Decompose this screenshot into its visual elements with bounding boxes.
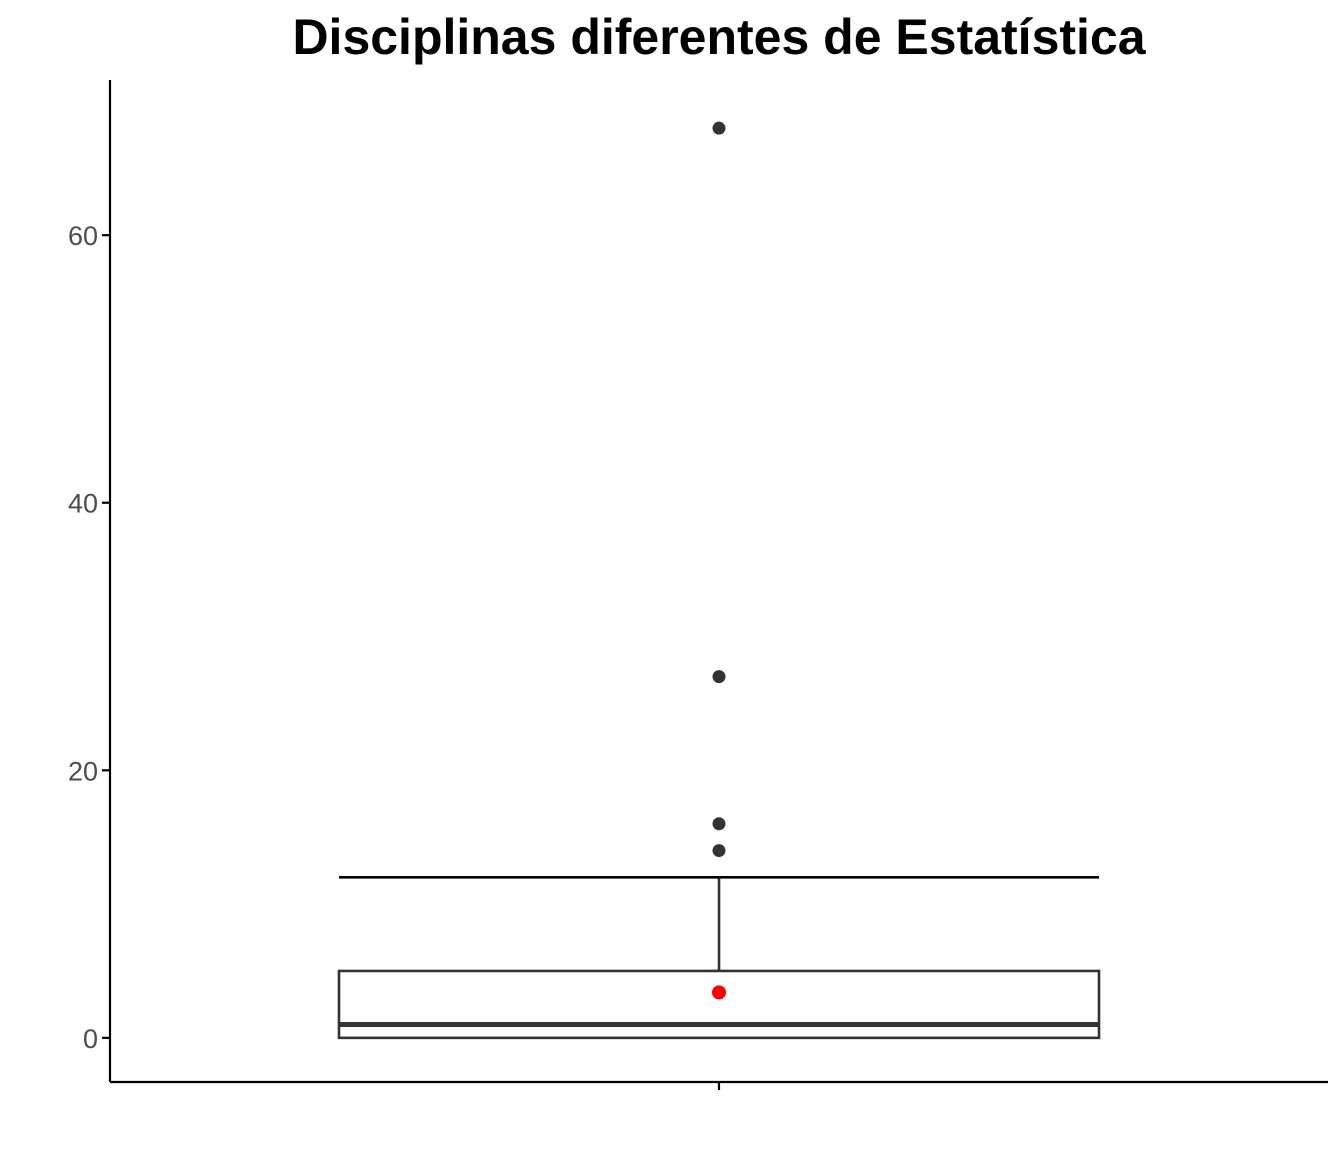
data-points	[712, 121, 726, 1000]
outlier-point	[712, 844, 726, 858]
axes: 0 20 40 60	[68, 80, 1328, 1090]
chart-title: Disciplinas diferentes de Estatística	[292, 9, 1146, 65]
outlier-point	[712, 817, 726, 831]
y-tick-label: 60	[68, 221, 98, 251]
y-tick-label: 40	[68, 489, 98, 519]
mean-point	[712, 985, 726, 1000]
boxplot	[337, 876, 1101, 1040]
iqr-box	[337, 969, 1101, 1040]
outlier-point	[712, 121, 726, 135]
y-tick-label: 0	[83, 1024, 98, 1054]
outlier-point	[712, 670, 726, 684]
y-tick-label: 20	[68, 756, 98, 786]
